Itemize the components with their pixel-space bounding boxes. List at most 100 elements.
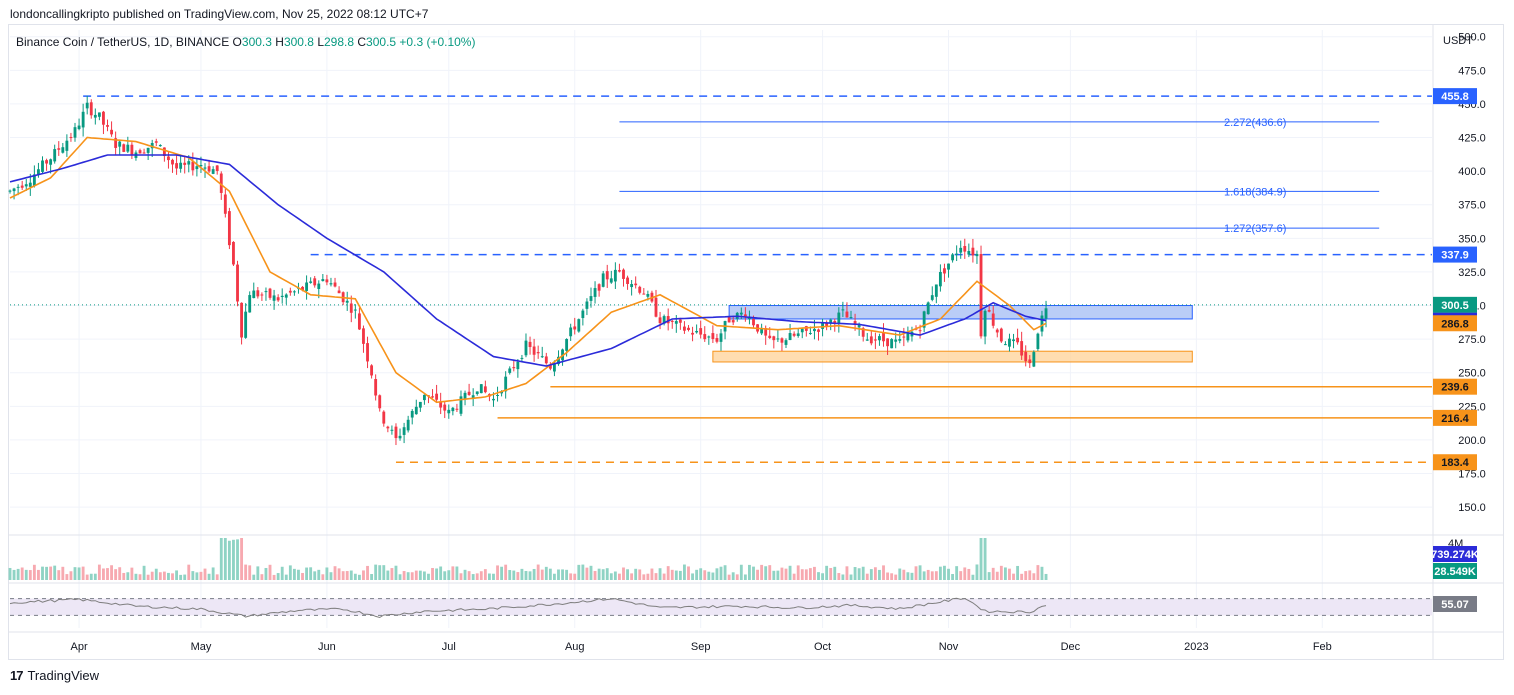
candle-body bbox=[479, 384, 483, 394]
volume-bar bbox=[32, 564, 36, 580]
volume-bar bbox=[963, 567, 967, 580]
volume-bar bbox=[162, 571, 166, 580]
candle-body bbox=[906, 333, 910, 341]
candle-body bbox=[975, 254, 979, 257]
volume-bar bbox=[634, 568, 638, 580]
candle-body bbox=[451, 407, 455, 412]
volume-bar bbox=[951, 574, 955, 580]
candle-body bbox=[1003, 344, 1007, 346]
volume-bar bbox=[97, 564, 101, 580]
candle-body bbox=[81, 111, 85, 128]
volume-bar bbox=[727, 574, 731, 580]
y-tick-label: 425.0 bbox=[1458, 133, 1486, 145]
candle-body bbox=[8, 190, 12, 192]
volume-bar bbox=[175, 570, 178, 580]
volume-bar bbox=[597, 568, 601, 580]
volume-bar bbox=[776, 570, 780, 580]
volume-bar bbox=[910, 572, 914, 580]
candle-body bbox=[825, 322, 829, 327]
candle-body bbox=[553, 362, 556, 372]
candle-body bbox=[772, 336, 776, 341]
fib-label: 1.618(384.9) bbox=[1224, 186, 1286, 198]
candle-body bbox=[496, 394, 499, 396]
volume-bar bbox=[374, 564, 378, 580]
volume-bar bbox=[687, 566, 690, 580]
volume-bar bbox=[227, 540, 231, 580]
volume-bar bbox=[280, 566, 284, 580]
candle-body bbox=[613, 269, 617, 282]
volume-bar bbox=[244, 564, 248, 580]
candle-body bbox=[808, 332, 812, 334]
candle-body bbox=[41, 160, 44, 172]
candle-body bbox=[150, 143, 154, 149]
volume-bar bbox=[402, 571, 406, 580]
candle-body bbox=[467, 391, 471, 395]
volume-bar bbox=[8, 567, 12, 580]
volume-bar bbox=[772, 570, 776, 580]
volume-bar bbox=[784, 568, 788, 580]
volume-bar bbox=[934, 571, 938, 580]
candle-body bbox=[524, 340, 528, 356]
candle-body bbox=[520, 357, 524, 359]
candle-body bbox=[309, 281, 313, 283]
candle-body bbox=[313, 278, 317, 286]
candle-body bbox=[1044, 308, 1048, 319]
volume-bar bbox=[321, 574, 325, 580]
candle-body bbox=[902, 336, 906, 338]
volume-bar bbox=[540, 569, 544, 580]
candle-body bbox=[374, 379, 378, 396]
candle-body bbox=[792, 333, 796, 336]
price-tag-bg bbox=[1433, 454, 1477, 471]
volume-bar bbox=[158, 572, 162, 580]
volume-bar bbox=[256, 566, 260, 580]
x-tick-label: Oct bbox=[814, 641, 831, 653]
volume-bar bbox=[861, 566, 865, 580]
candle-body bbox=[171, 159, 174, 165]
volume-bar bbox=[81, 566, 85, 580]
volume-bar bbox=[589, 565, 593, 580]
volume-bar bbox=[73, 567, 77, 580]
candle-body bbox=[207, 166, 211, 172]
volume-bar bbox=[906, 572, 910, 580]
footer: 17 TradingView bbox=[10, 668, 99, 683]
candle-body bbox=[999, 328, 1003, 342]
candle-body bbox=[557, 356, 560, 365]
volume-bar bbox=[451, 566, 455, 580]
volume-bar bbox=[492, 573, 495, 580]
candle-body bbox=[597, 284, 601, 291]
volume-bar bbox=[183, 574, 187, 580]
candle-body bbox=[366, 343, 369, 362]
legend-part: Binance Coin / TetherUS, 1D, BINANCE bbox=[16, 35, 233, 49]
candle-body bbox=[938, 271, 942, 287]
volume-bar bbox=[203, 568, 207, 580]
candle-body bbox=[886, 338, 889, 347]
volume-bar bbox=[995, 571, 999, 580]
volume-bar bbox=[1024, 571, 1028, 580]
volume-bar bbox=[857, 568, 861, 580]
candle-body bbox=[532, 346, 536, 355]
price-tag: 300.5 bbox=[1441, 300, 1469, 312]
candle-body bbox=[573, 326, 577, 330]
volume-bar bbox=[422, 571, 426, 580]
candle-body bbox=[540, 356, 544, 358]
volume-bar bbox=[642, 574, 646, 580]
volume-bar bbox=[195, 572, 199, 580]
volume-bar bbox=[65, 574, 69, 580]
candle-body bbox=[215, 165, 219, 171]
candle-body bbox=[248, 295, 252, 313]
volume-bar bbox=[1040, 566, 1044, 580]
candle-body bbox=[223, 194, 227, 214]
volume-bar bbox=[337, 568, 341, 580]
candle-body bbox=[861, 328, 865, 337]
volume-bar bbox=[329, 572, 333, 580]
candle-body bbox=[605, 271, 609, 280]
ohlc-legend[interactable]: Binance Coin / TetherUS, 1D, BINANCE O30… bbox=[16, 35, 475, 49]
volume-bar bbox=[536, 564, 540, 580]
candle-body bbox=[995, 329, 999, 333]
candle-body bbox=[1024, 351, 1028, 362]
candle-body bbox=[455, 408, 459, 410]
volume-bar bbox=[947, 568, 950, 580]
volume-bar bbox=[548, 568, 552, 580]
y-tick-label: 500.0 bbox=[1458, 32, 1486, 44]
